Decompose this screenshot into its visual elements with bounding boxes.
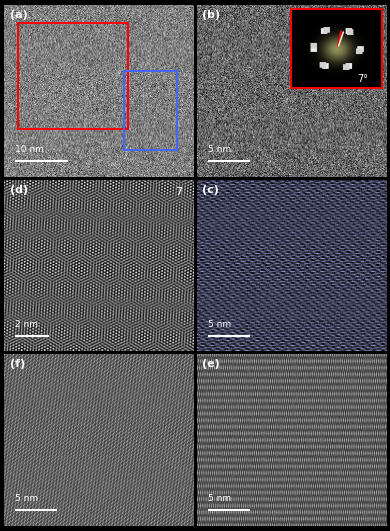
Text: (e): (e) bbox=[202, 359, 220, 370]
Text: 5 nm: 5 nm bbox=[208, 320, 231, 329]
Text: (c): (c) bbox=[202, 185, 219, 195]
Text: 2 nm: 2 nm bbox=[15, 320, 38, 329]
Text: (d): (d) bbox=[10, 185, 28, 195]
Text: 5 nm: 5 nm bbox=[208, 145, 231, 155]
Text: (f): (f) bbox=[10, 359, 25, 370]
Text: (a): (a) bbox=[10, 11, 27, 21]
Text: 10 nm: 10 nm bbox=[15, 145, 44, 155]
Bar bbox=[18, 23, 128, 129]
Text: 7: 7 bbox=[175, 187, 182, 196]
Text: (b): (b) bbox=[202, 11, 220, 21]
Bar bbox=[124, 71, 177, 150]
Text: 5 nm: 5 nm bbox=[208, 494, 231, 503]
Text: 5 nm: 5 nm bbox=[15, 494, 38, 503]
